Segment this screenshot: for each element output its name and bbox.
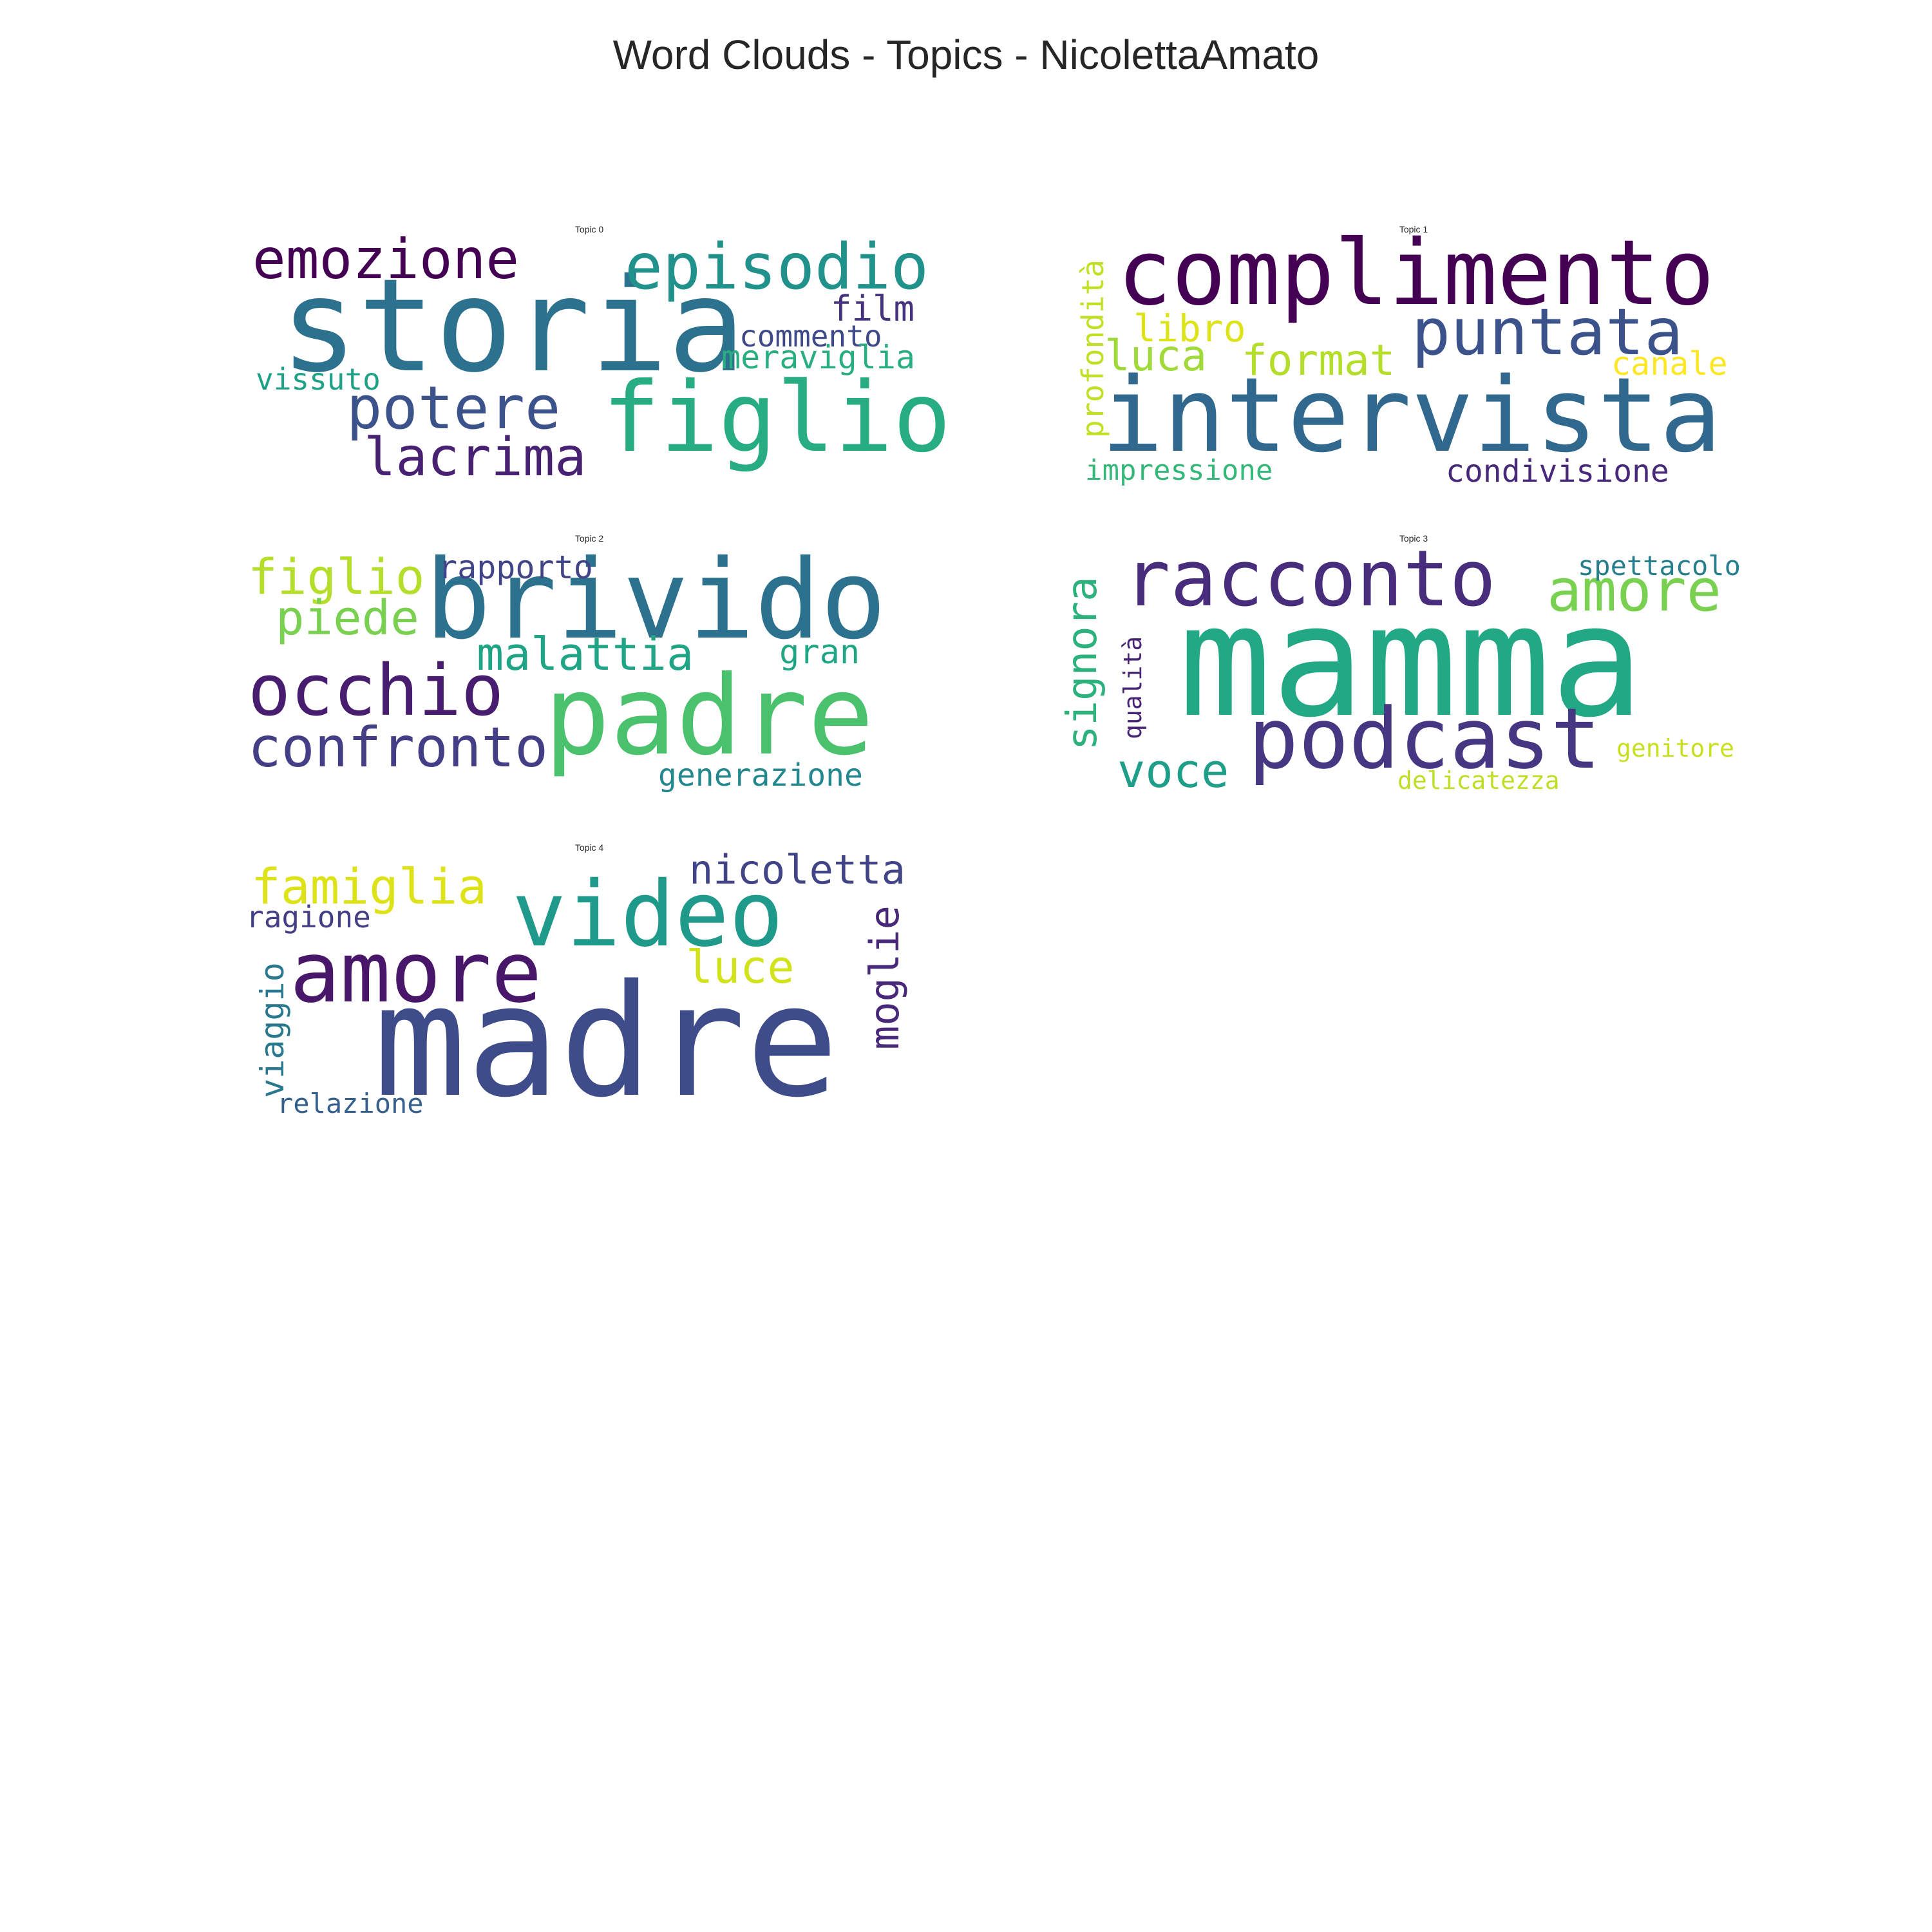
cloud-word: format: [1242, 336, 1395, 385]
cloud-word: nicoletta: [689, 846, 905, 893]
cloud-word: libro: [1133, 307, 1246, 350]
cloud-word: moglie: [861, 905, 908, 1050]
cloud-word: rapporto: [438, 549, 593, 586]
cloud-word: famiglia: [251, 858, 487, 915]
word-cloud-panel: Topic 3 mamma racconto podcast amore voce sign…: [1059, 533, 1765, 811]
cloud-word: relazione: [277, 1088, 424, 1119]
cloud-word: episodio: [625, 231, 929, 304]
word-cloud-panel: Topic 4 madre video amore famiglia nicoletta l…: [238, 842, 940, 1132]
cloud-word: podcast: [1248, 690, 1601, 788]
cloud-word: brivido: [425, 536, 886, 664]
cloud-word: film: [831, 289, 914, 329]
cloud-word: voce: [1117, 744, 1229, 798]
cloud-word: padre: [544, 652, 874, 780]
cloud-word: impressione: [1085, 454, 1273, 487]
cloud-word: meraviglia: [721, 339, 915, 376]
cloud-word: commento: [739, 319, 882, 354]
cloud-word: figlio: [602, 362, 951, 474]
panel-title: Topic 0: [574, 224, 604, 234]
cloud-word: mamma: [1179, 571, 1643, 752]
cloud-word: amore: [290, 923, 542, 1021]
cloud-word: figlio: [248, 548, 425, 605]
cloud-word: potere: [346, 374, 560, 442]
cloud-word: occhio: [248, 649, 504, 732]
cloud-word: malattia: [477, 628, 694, 681]
cloud-word: madre: [374, 951, 838, 1132]
cloud-word: complimento: [1117, 221, 1714, 326]
cloud-word: delicatezza: [1397, 766, 1560, 795]
panel-title: Topic 4: [574, 842, 604, 853]
cloud-word: storia: [280, 251, 745, 401]
cloud-word: amore: [1547, 557, 1721, 625]
cloud-word: viaggio: [254, 962, 291, 1098]
cloud-word: profondità: [1075, 260, 1110, 438]
cloud-word: racconto: [1124, 535, 1496, 624]
word-cloud-panel: Topic 1 complimento intervista puntata forma…: [1063, 221, 1765, 502]
cloud-word: gran: [779, 633, 860, 672]
cloud-word: condivisione: [1446, 453, 1669, 489]
cloud-word: spettacolo: [1578, 550, 1741, 582]
cloud-word: vissuto: [256, 362, 381, 397]
cloud-word: lacrima: [364, 427, 587, 488]
word-cloud-panel: Topic 0 storia figlio episodio emozione poter…: [238, 224, 951, 502]
panel-title: Topic 1: [1399, 224, 1428, 234]
cloud-word: confronto: [248, 715, 548, 780]
cloud-word: luce: [686, 941, 795, 994]
cloud-word: generazione: [658, 757, 863, 793]
cloud-word: luca: [1104, 331, 1207, 381]
cloud-word: video: [512, 862, 783, 967]
cloud-word: intervista: [1101, 355, 1721, 475]
cloud-word: signora: [1059, 576, 1106, 750]
panel-title: Topic 2: [574, 533, 604, 544]
cloud-word: puntata: [1412, 294, 1683, 370]
cloud-word: genitore: [1616, 734, 1734, 762]
figure-title: Word Clouds - Topics - NicolettaAmato: [612, 32, 1320, 78]
cloud-word: qualità: [1119, 636, 1147, 739]
panel-title: Topic 3: [1399, 533, 1428, 544]
cloud-word: emozione: [252, 227, 519, 292]
cloud-word: ragione: [246, 900, 371, 934]
cloud-word: piede: [276, 591, 419, 646]
cloud-word: canale: [1611, 345, 1728, 383]
word-cloud-panel: Topic 2 brivido padre occhio confronto figlio…: [238, 533, 940, 811]
